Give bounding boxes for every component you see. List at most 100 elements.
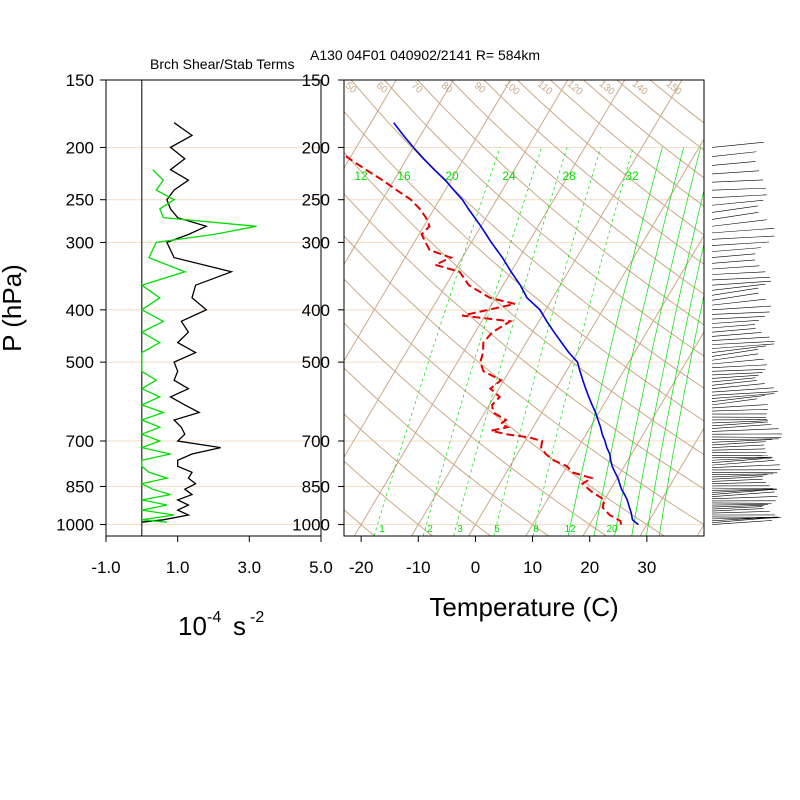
wind-barb-staff [711,387,774,393]
wind-barb-staff [711,372,763,376]
x-tick-label: 10 [523,558,542,577]
mixing-ratio-line [593,147,685,536]
isotherm-line [639,427,704,536]
wind-barb-staff [711,179,763,183]
x-tick-label: 0 [471,558,480,577]
wind-barb-staff [711,241,770,246]
x-tick-label: -1.0 [91,558,120,577]
stability-profile-line [139,169,257,523]
wind-barb-staff [711,287,759,296]
dry-adiabat-line [583,80,704,179]
mixing-ratio-line [646,242,704,536]
x-tick-label: 20 [580,558,599,577]
units-base: 10 [178,611,207,641]
wind-barb-staff [711,476,763,480]
y-tick-label: 500 [66,353,94,372]
mixing-ratio-line [453,147,568,536]
dry-adiabat-line [516,80,704,236]
wind-barb-staff [711,471,778,474]
wind-barb-staff [711,457,773,461]
wind-barb-staff [711,421,768,427]
mixing-ratio-label-low: 20 [606,524,618,535]
dry-adiabat-line [344,367,549,536]
dry-adiabat-line [649,80,704,124]
y-tick-label: 1000 [56,516,94,535]
y-tick-label: 200 [302,138,330,157]
y-tick-label: 300 [302,233,330,252]
y-tick-label: 400 [302,301,330,320]
wind-barb-staff [711,391,778,396]
mixing-ratio-line [567,147,663,536]
isotherm-line [353,80,626,536]
dry-adiabat-label: 140 [630,79,650,98]
wind-barb-staff [711,456,772,459]
wind-barb-staff [711,444,765,448]
wind-barb-staff [711,478,763,482]
wind-barb-staff [711,253,756,258]
mixing-ratio-label-low: 12 [564,524,576,535]
dry-adiabat-line [344,193,704,490]
wind-barb-staff [711,283,766,291]
x-tick-label: 5.0 [309,558,333,577]
mixing-ratio-label: 16 [397,169,411,183]
y-tick-label: 250 [66,191,94,210]
wind-barb-staff [711,439,773,443]
dry-adiabat-label: 130 [597,79,617,98]
wind-barb-staff [711,424,772,429]
left-frame [105,79,322,537]
mixing-ratio-line [422,147,542,536]
wind-barb-staff [711,464,780,468]
isotherm-line [344,80,569,459]
dry-adiabat-line [0,80,317,536]
wind-barb-staff [711,212,759,220]
wind-barb-staff [711,369,766,372]
dry-adiabat-line [344,235,704,526]
wind-barb-staff [711,504,765,508]
mixing-ratio-line [532,147,634,536]
wind-barb-staff [711,319,759,324]
dry-adiabat-line [344,278,665,536]
y-tick-label: 400 [66,301,94,320]
wind-barb-staff [711,420,768,424]
wind-barb-staff [711,398,757,406]
wind-barb-staff [711,520,772,525]
isotherm-line [0,80,225,536]
wind-barb-staff [711,324,755,329]
isotherm-line [411,80,683,536]
y-tick-label: 700 [66,432,94,451]
wind-barb-staff [711,194,767,199]
wind-barb-staff [711,345,767,353]
wind-barb-staff [711,428,779,432]
wind-barb-staff [711,170,760,175]
dewpoint-profile-line [344,153,623,525]
dry-adiabat-line [550,80,704,207]
wind-barb-staff [711,491,775,498]
wind-barb-staff [711,305,772,311]
dry-adiabat-line [417,80,704,326]
dry-adiabat-line [384,80,704,357]
wind-barb-staff [711,506,763,510]
wind-barb-staff [711,280,771,286]
units-exponent: -4 [207,609,221,626]
wind-barb-staff [711,235,775,240]
wind-barb-staff [711,517,781,520]
y-tick-label: 250 [302,191,330,210]
wind-barb-staff [711,438,779,440]
skewt-plot-area [0,80,704,536]
y-tick-label: 500 [302,353,330,372]
isotherm-line [344,80,511,362]
dry-adiabat-line [344,151,704,456]
mixing-ratio-label-low: 5 [494,524,500,535]
dry-adiabat-line [344,413,491,536]
y-tick-label: 300 [66,233,94,252]
wind-barb-staff [711,383,765,389]
x-tick-label: 30 [637,558,656,577]
wind-barb-staff [711,436,782,438]
wind-barb-staff [711,511,770,514]
mixing-ratio-label-low: 3 [457,524,463,535]
x-tick-label: 3.0 [238,558,262,577]
dry-adiabat-label: 50 [343,80,359,96]
wind-barb-staff [711,489,778,491]
